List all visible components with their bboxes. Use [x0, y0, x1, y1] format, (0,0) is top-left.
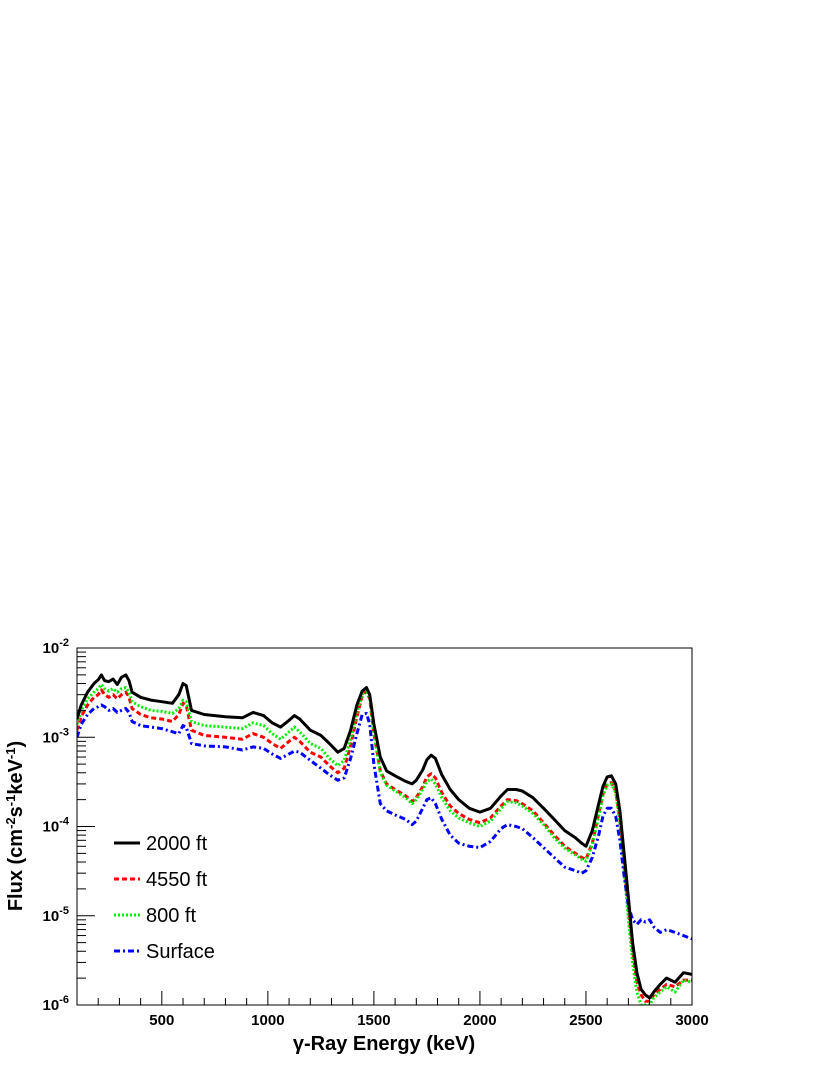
y-axis-title-part: s	[5, 806, 27, 817]
x-tick-label: 2000	[463, 1012, 496, 1029]
legend: 2000 ft 4550 ft 800 ft Surface	[114, 833, 215, 963]
legend-label-1: 4550 ft	[146, 869, 208, 891]
tick-layer	[76, 647, 693, 1006]
x-tick-label: 500	[149, 1012, 174, 1029]
y-tick-label: 10-6	[43, 994, 69, 1014]
series-line-0	[77, 673, 692, 1000]
legend-label-0: 2000 ft	[146, 833, 208, 855]
y-tick-label: 10-5	[43, 905, 69, 925]
series-line-2	[77, 683, 692, 1005]
legend-label-3: Surface	[146, 941, 215, 963]
y-axis-title-sup: -1	[3, 748, 18, 760]
y-axis-title-sup: -1	[3, 795, 18, 807]
x-tick-label: 3000	[675, 1012, 708, 1029]
series-layer	[77, 673, 692, 1005]
y-tick-label: 10-2	[43, 637, 69, 657]
y-axis-title-sup: -2	[3, 817, 18, 829]
y-axis-title-part: keV	[5, 758, 27, 794]
y-axis-title: Flux (cm-2s-1keV-1)	[3, 741, 27, 911]
y-tick-label: 10-3	[43, 726, 69, 746]
x-axis-title: γ-Ray Energy (keV)	[293, 1033, 475, 1055]
x-tick-label: 1500	[357, 1012, 390, 1029]
series-line-3	[77, 703, 692, 941]
y-axis-title-part: Flux (cm	[5, 829, 27, 911]
y-axis-title-part: )	[5, 741, 27, 748]
x-tick-label: 1000	[251, 1012, 284, 1029]
y-tick-label: 10-4	[43, 816, 70, 836]
label-layer: 500 1000 1500 2000 2500 3000 10-6 10-5 10-4 10-3 1…	[43, 637, 709, 1029]
x-tick-label: 2500	[569, 1012, 602, 1029]
legend-label-2: 800 ft	[146, 905, 196, 927]
